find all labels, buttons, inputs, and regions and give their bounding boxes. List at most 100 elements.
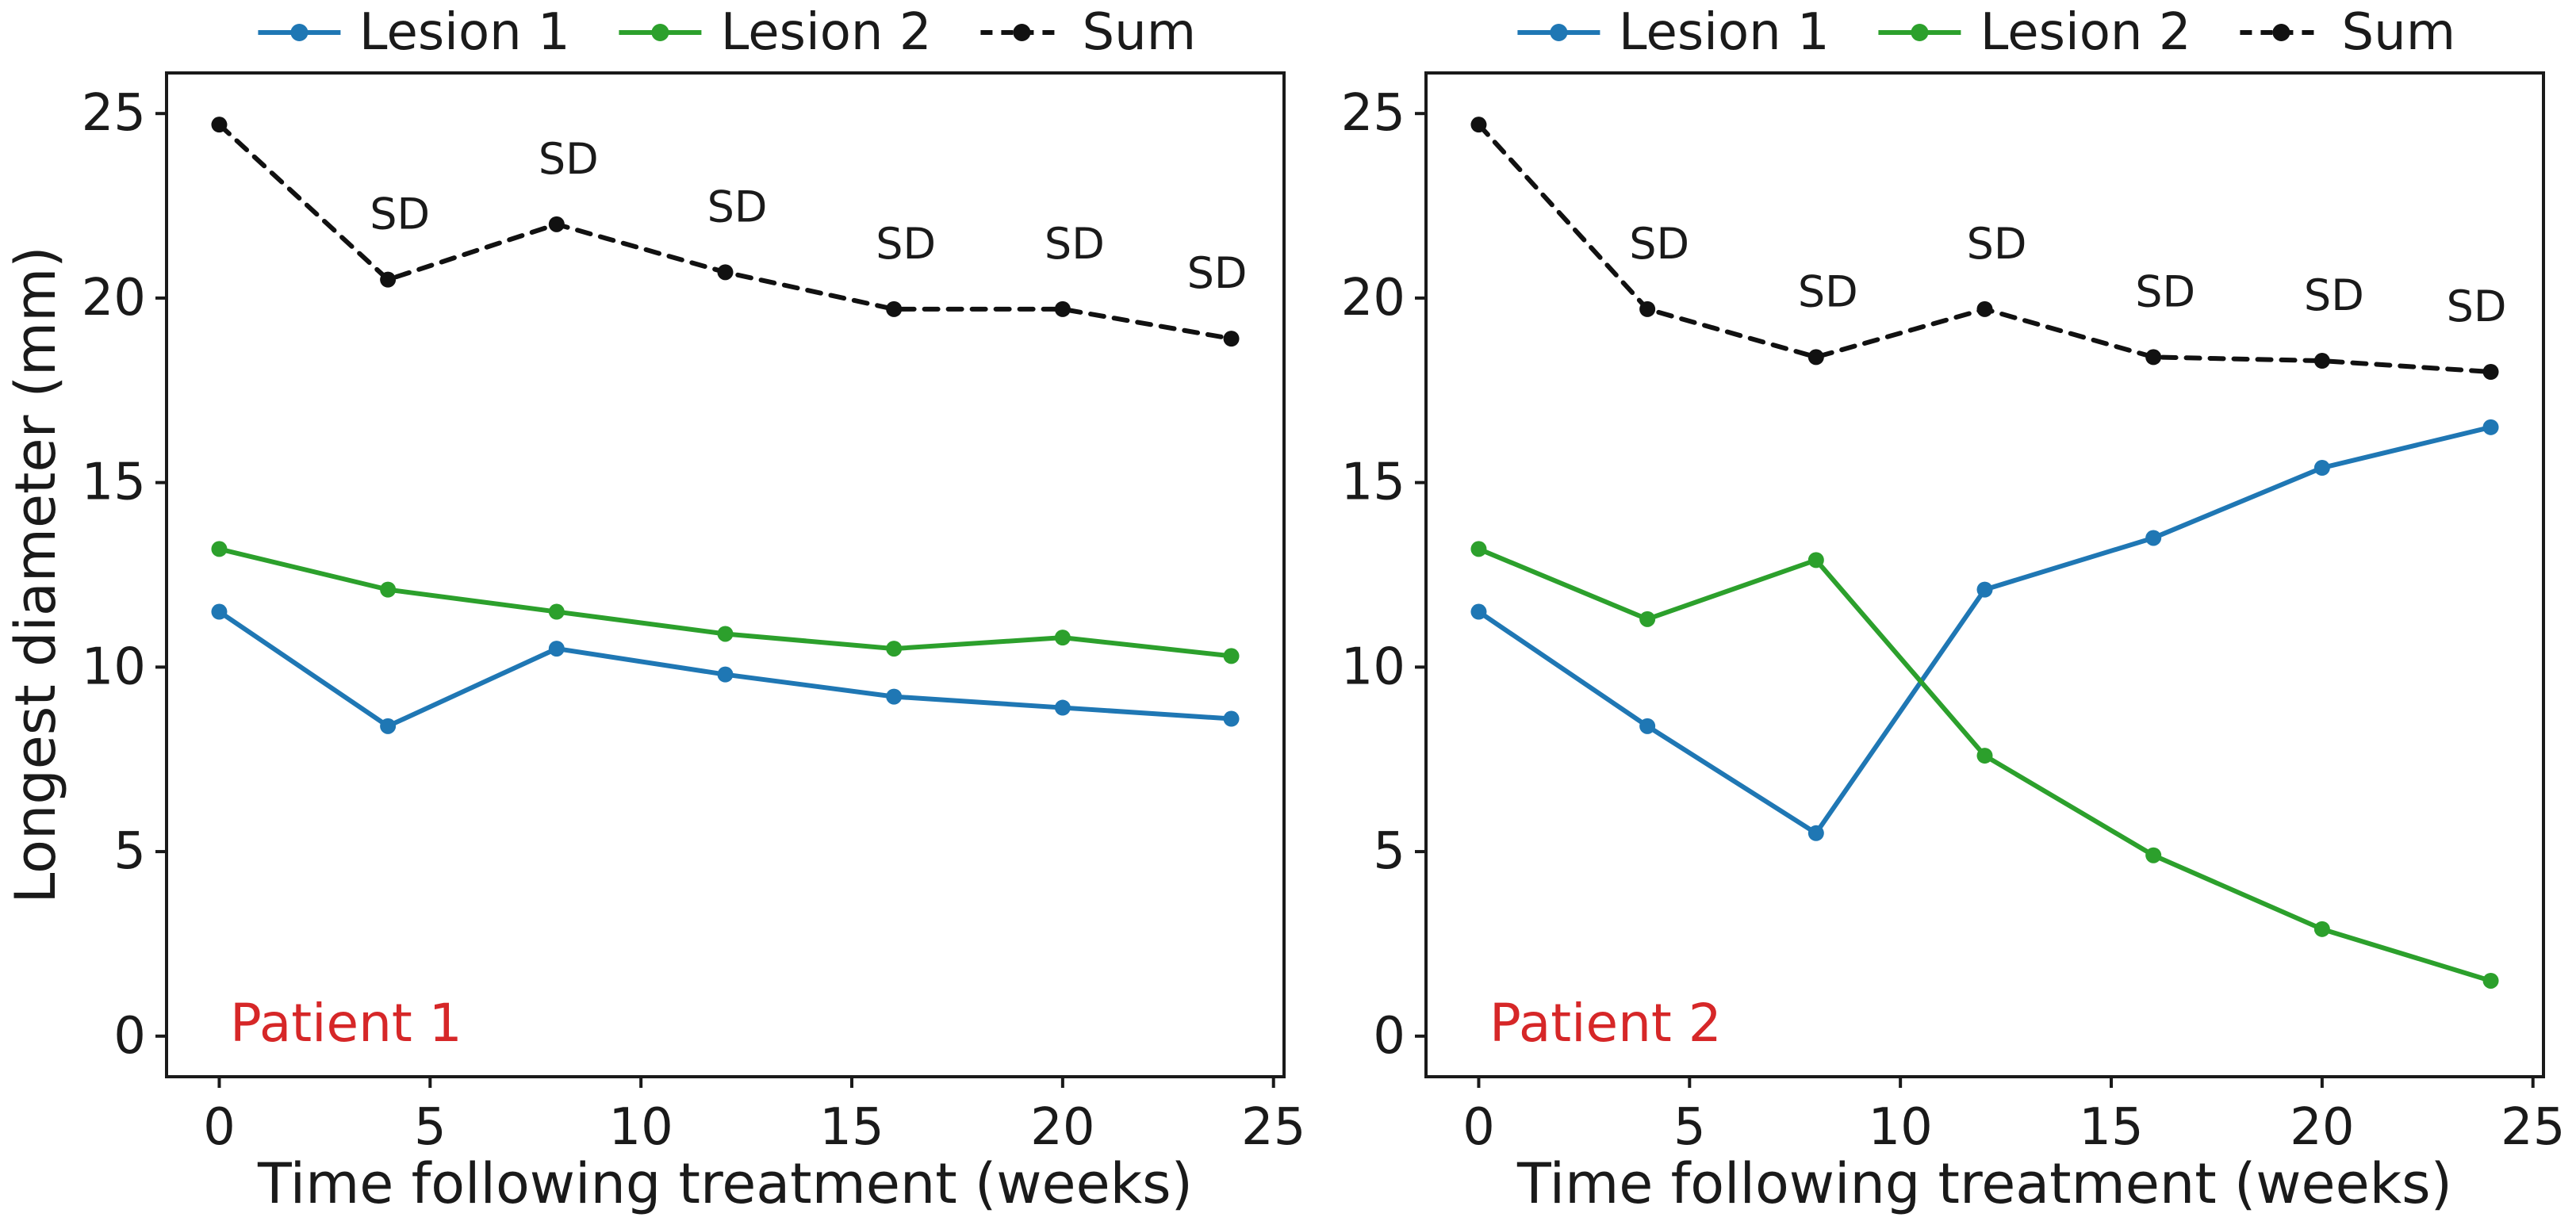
y-tick-label: 10 [82, 637, 146, 696]
sd-annotation: SD [707, 182, 768, 232]
x-tick-label: 0 [203, 1098, 236, 1157]
data-point-lesion-1 [548, 641, 565, 657]
data-point-sum [1639, 301, 1656, 317]
legend-label: Lesion 1 [358, 3, 570, 62]
x-tick-label: 20 [2290, 1098, 2354, 1157]
data-point-lesion-2 [1223, 648, 1240, 664]
data-point-lesion-2 [2145, 847, 2162, 863]
chart-panel-2: 0 5 10 15 20 25 0 5 10 15 20 25 SD SD SD SD SD SD [1341, 71, 2565, 1157]
data-point-lesion-1 [211, 603, 228, 620]
data-point-lesion-1 [380, 718, 397, 734]
data-point-lesion-2 [211, 541, 228, 557]
data-point-lesion-1 [886, 688, 903, 705]
data-point-sum [548, 216, 565, 232]
data-point-sum [2145, 349, 2162, 366]
data-point-lesion-1 [1807, 825, 1824, 841]
data-point-sum [1470, 117, 1487, 133]
x-tick-label: 5 [414, 1098, 447, 1157]
data-point-lesion-2 [1470, 541, 1487, 557]
legend-label: Lesion 2 [1980, 3, 2191, 62]
legend-marker-icon [1516, 24, 1600, 41]
legend-label: Sum [1082, 3, 1197, 62]
sd-annotation: SD [876, 219, 936, 269]
sd-annotation: SD [1629, 219, 1689, 269]
data-point-lesion-2 [886, 641, 903, 657]
x-tick-label: 10 [608, 1098, 673, 1157]
data-point-sum [717, 264, 734, 281]
legend-item-lesion-1: Lesion 1 [1514, 7, 1830, 58]
sd-annotation: SD [1967, 219, 2027, 269]
legend-patient1: Lesion 1 Lesion 2 Sum [255, 5, 1196, 60]
data-point-lesion-1 [1976, 581, 1993, 598]
x-tick-label: 20 [1030, 1098, 1094, 1157]
x-tick-label: 25 [1241, 1098, 1305, 1157]
data-point-lesion-2 [1976, 748, 1993, 764]
data-point-sum [2482, 364, 2499, 381]
legend-marker-icon [2240, 24, 2323, 41]
plot-spines [165, 71, 1286, 1078]
legend-label: Lesion 1 [1618, 3, 1830, 62]
legend-marker-icon [619, 24, 702, 41]
data-point-lesion-1 [2313, 460, 2330, 477]
y-tick-label: 5 [1373, 822, 1405, 881]
sd-annotation: SD [539, 134, 599, 184]
sd-annotation: SD [2135, 266, 2195, 316]
sd-annotation: SD [370, 189, 430, 239]
x-tick-label: 10 [1868, 1098, 1932, 1157]
data-point-lesion-2 [380, 581, 397, 598]
y-tick-label: 15 [1341, 454, 1405, 512]
data-point-lesion-2 [1639, 611, 1656, 627]
legend-marker-icon [257, 24, 340, 41]
sd-annotation: SD [2447, 281, 2507, 331]
legend-label: Sum [2341, 3, 2456, 62]
y-tick-label: 0 [1373, 1007, 1405, 1066]
legend-item-lesion-2: Lesion 2 [1876, 7, 2191, 58]
y-tick-label: 5 [113, 822, 146, 881]
data-point-lesion-2 [2482, 972, 2499, 989]
data-point-lesion-1 [1470, 603, 1487, 620]
x-axis-label-patient2: Time following treatment (weeks) [1517, 1151, 2452, 1216]
legend-item-sum: Sum [978, 3, 1197, 62]
y-tick-label: 0 [113, 1007, 146, 1066]
legend-patient2: Lesion 1 Lesion 2 Sum [1514, 5, 2455, 60]
legend-item-lesion-1: Lesion 1 [255, 7, 570, 58]
x-tick-label: 5 [1673, 1098, 1706, 1157]
y-tick-label: 20 [1341, 269, 1405, 327]
series-line-lesion-2 [1476, 546, 2494, 983]
chart-panel-1: 0 5 10 15 20 25 0 5 10 15 20 25 SD SD SD SD SD SD [82, 71, 1305, 1157]
data-point-sum [1223, 331, 1240, 347]
y-tick-label: 10 [1341, 637, 1405, 696]
plot-spines [1424, 71, 2545, 1078]
data-point-lesion-1 [1223, 710, 1240, 727]
data-point-lesion-1 [2145, 530, 2162, 546]
x-tick-label: 0 [1462, 1098, 1495, 1157]
data-point-sum [2313, 353, 2330, 369]
x-axis-label-patient1: Time following treatment (weeks) [258, 1151, 1193, 1216]
patient2-label: Patient 2 [1489, 993, 1722, 1054]
x-tick-label: 15 [2079, 1098, 2143, 1157]
data-point-sum [1807, 349, 1824, 366]
data-point-lesion-2 [2313, 921, 2330, 937]
data-point-sum [380, 271, 397, 288]
sd-annotation: SD [2304, 270, 2364, 320]
legend-marker-icon [1878, 24, 1961, 41]
y-tick-label: 15 [82, 454, 146, 512]
data-point-sum [886, 301, 903, 317]
legend-label: Lesion 2 [720, 3, 932, 62]
data-point-lesion-2 [717, 626, 734, 642]
y-tick-label: 20 [82, 269, 146, 327]
x-tick-label: 25 [2501, 1098, 2565, 1157]
data-point-sum [1054, 301, 1071, 317]
y-tick-label: 25 [82, 84, 146, 143]
sd-annotation: SD [1187, 248, 1248, 298]
data-point-lesion-1 [717, 666, 734, 683]
data-point-sum [1976, 301, 1993, 317]
series-line-lesion-1 [1476, 424, 2494, 836]
data-point-lesion-1 [1054, 699, 1071, 716]
sd-annotation: SD [1045, 219, 1105, 269]
data-point-lesion-2 [548, 603, 565, 620]
data-point-lesion-1 [2482, 419, 2499, 435]
legend-item-sum: Sum [2237, 3, 2456, 62]
